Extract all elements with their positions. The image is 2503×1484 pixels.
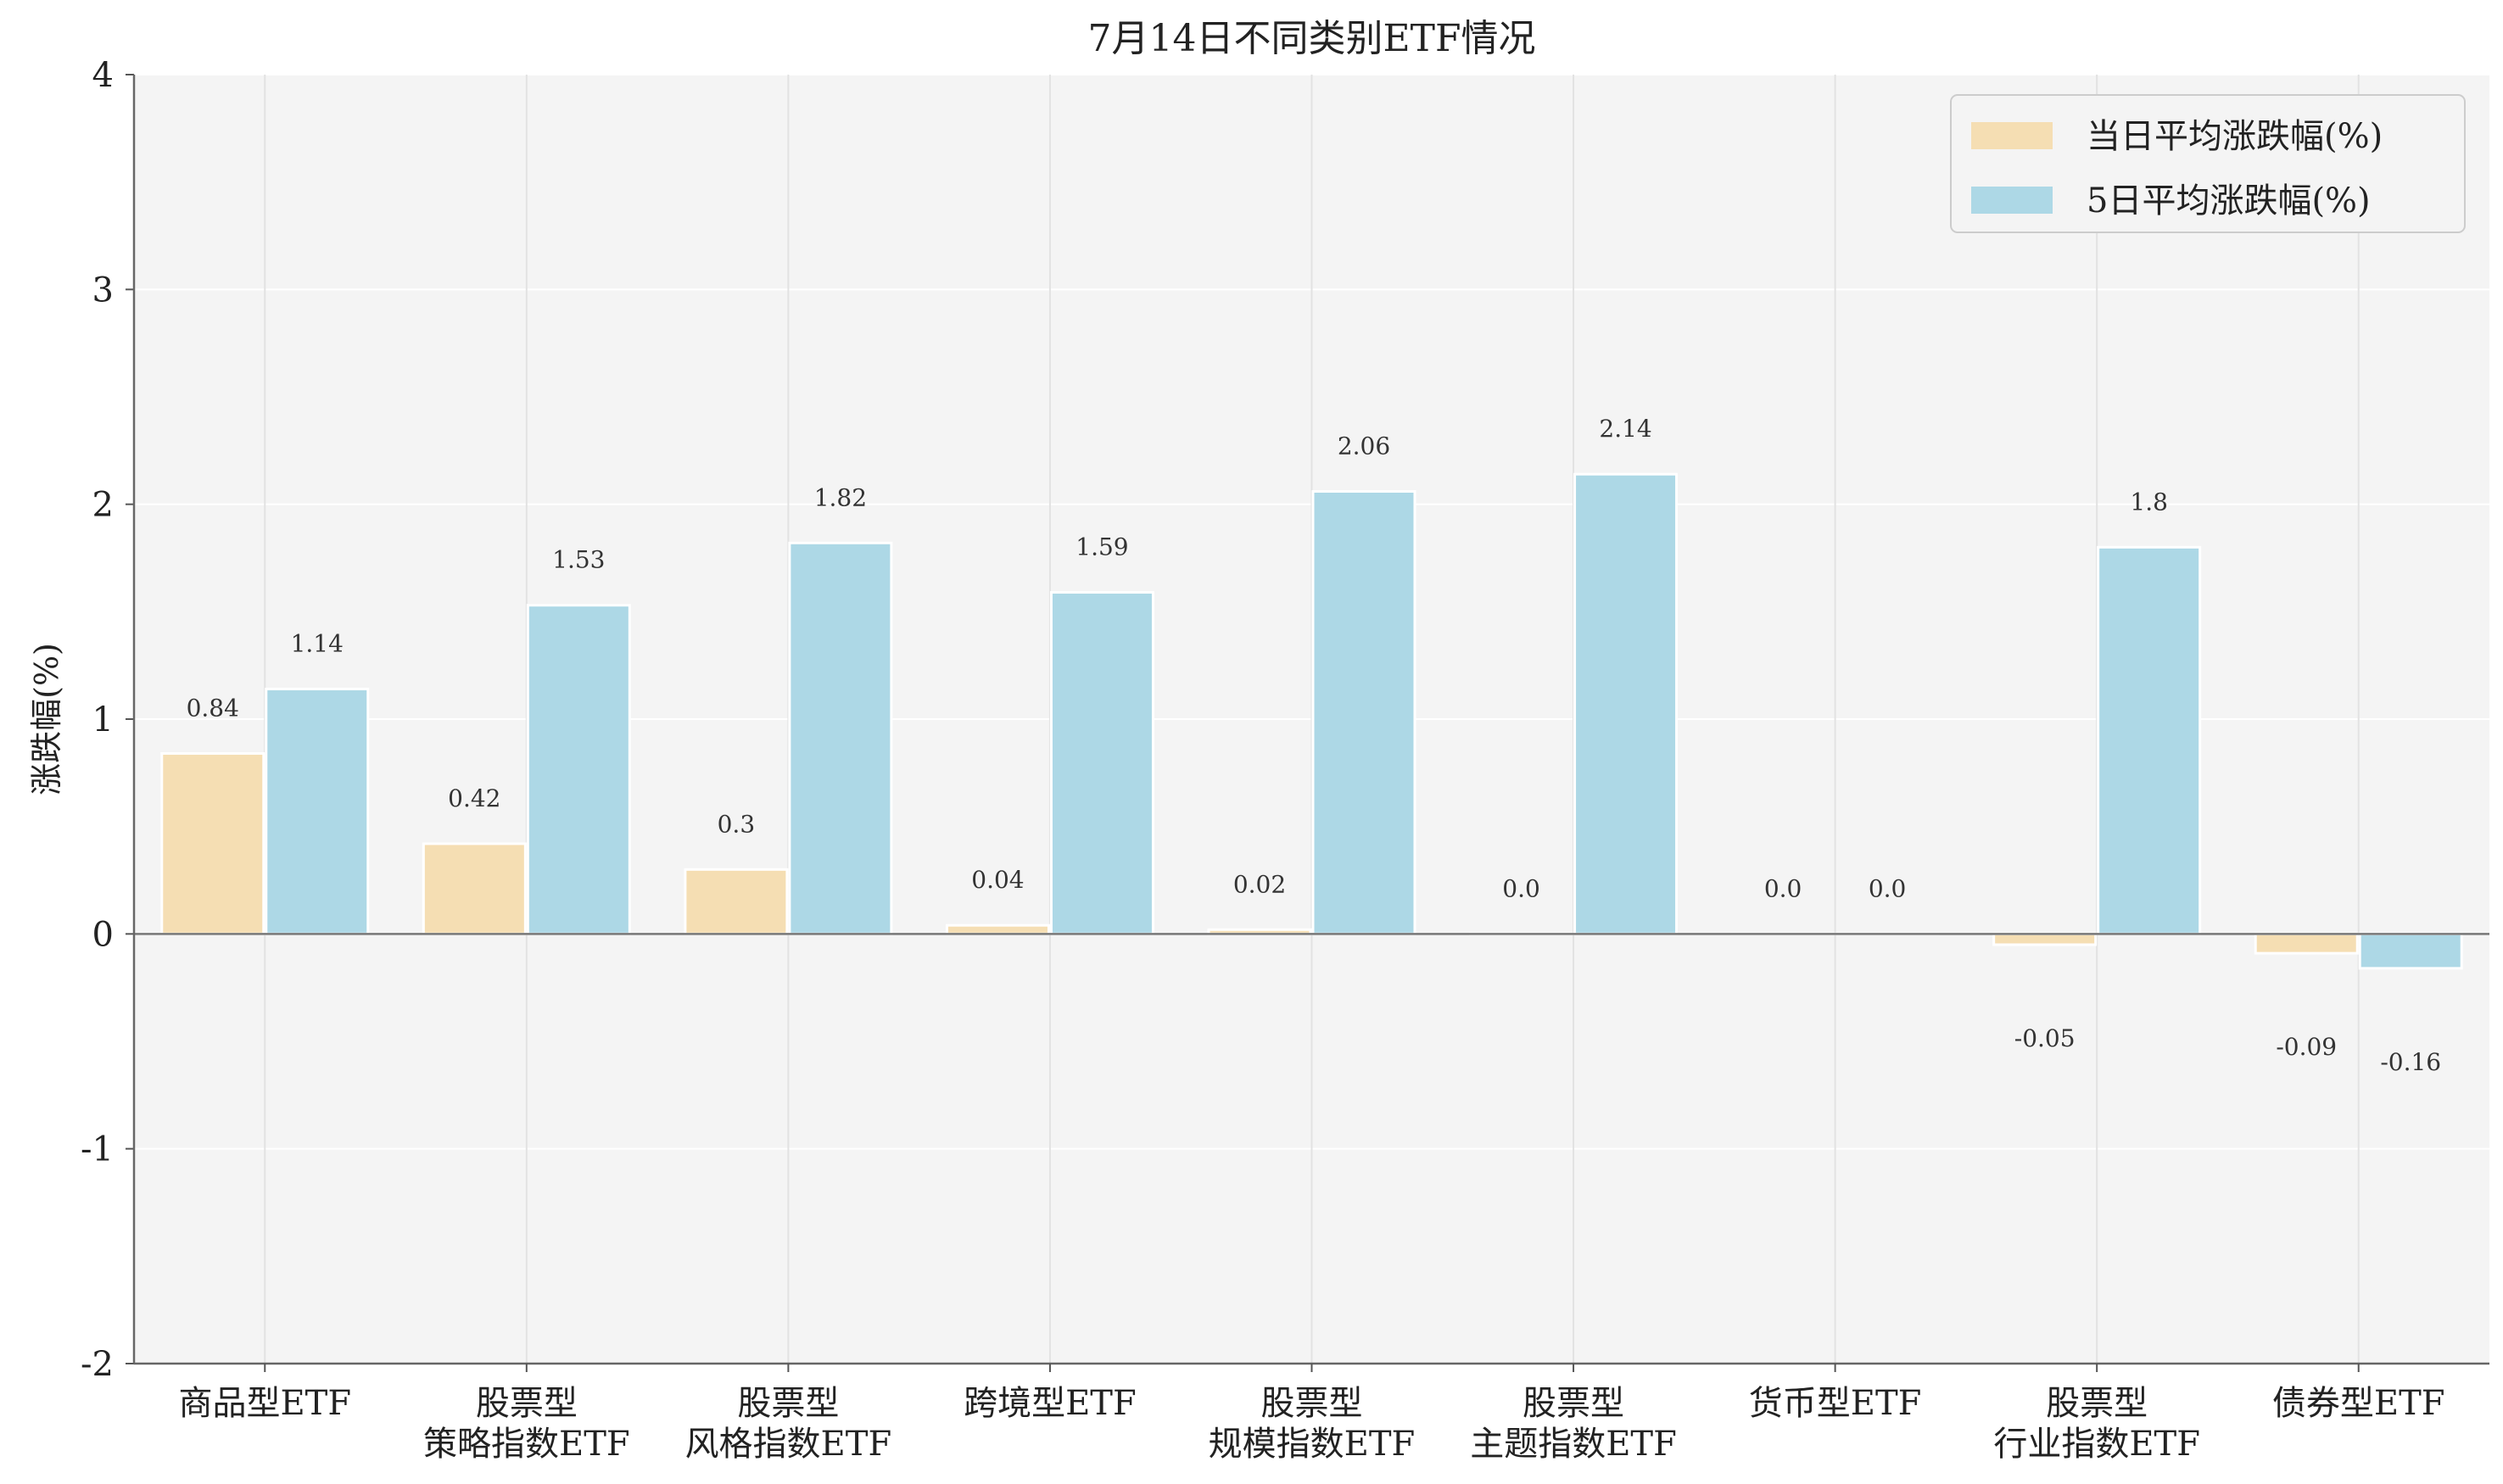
legend-swatch xyxy=(1971,187,2053,214)
x-tick-label: 跨境型ETF xyxy=(964,1384,1137,1423)
data-label: 2.14 xyxy=(1599,415,1651,443)
data-label: 1.59 xyxy=(1076,533,1128,561)
bar-five-day xyxy=(1051,593,1153,934)
bar-daily xyxy=(423,844,525,934)
bar-five-day xyxy=(266,689,368,934)
bar-daily xyxy=(947,925,1048,934)
data-label: 0.0 xyxy=(1764,874,1802,902)
data-label: 0.02 xyxy=(1233,870,1286,898)
legend-swatch xyxy=(1971,122,2053,149)
data-label: -0.09 xyxy=(2276,1033,2337,1061)
data-label: 0.84 xyxy=(187,695,239,722)
data-label: -0.05 xyxy=(2014,1024,2076,1052)
data-label: 0.0 xyxy=(1869,874,1907,902)
y-tick-label: -2 xyxy=(81,1345,114,1384)
x-tick-label: 货币型ETF xyxy=(1749,1384,1922,1423)
x-tick-label: 股票型主题指数ETF xyxy=(1470,1384,1677,1464)
bar-five-day xyxy=(2360,934,2461,968)
bar-daily xyxy=(1994,934,2096,945)
bar-five-day xyxy=(1313,491,1415,934)
bar-five-day xyxy=(2098,547,2200,934)
data-label: 0.04 xyxy=(971,866,1024,894)
data-label: 1.53 xyxy=(552,546,605,574)
y-tick-label: -1 xyxy=(81,1130,114,1169)
data-label: 0.42 xyxy=(448,784,500,812)
bar-daily xyxy=(162,754,264,934)
y-axis-label: 涨跌幅(%) xyxy=(28,643,65,795)
bar-daily xyxy=(2255,934,2357,953)
x-tick-label: 商品型ETF xyxy=(178,1384,351,1423)
data-label: 0.0 xyxy=(1502,874,1540,902)
legend-label: 5日平均涨跌幅(%) xyxy=(2087,181,2371,220)
data-label: 1.14 xyxy=(291,630,344,658)
legend: 当日平均涨跌幅(%) 5日平均涨跌幅(%) xyxy=(1951,95,2465,232)
x-tick-label: 股票型策略指数ETF xyxy=(423,1384,630,1464)
y-tick-label: 0 xyxy=(92,915,114,954)
x-tick-label: 股票型风格指数ETF xyxy=(685,1384,892,1464)
y-tick-label: 4 xyxy=(92,56,114,95)
data-label: 0.3 xyxy=(718,810,756,838)
bar-daily xyxy=(685,869,787,934)
bar-five-day xyxy=(790,543,891,934)
chart-title: 7月14日不同类别ETF情况 xyxy=(1088,17,1536,60)
bar-five-day xyxy=(1575,474,1677,934)
x-tick-label: 股票型行业指数ETF xyxy=(1993,1384,2200,1464)
data-label: -0.16 xyxy=(2380,1048,2441,1076)
y-tick-label: 2 xyxy=(92,486,114,525)
y-tick-label: 3 xyxy=(92,271,114,310)
legend-label: 当日平均涨跌幅(%) xyxy=(2087,117,2383,156)
bar-five-day xyxy=(528,605,629,934)
data-label: 1.8 xyxy=(2130,488,2168,516)
data-label: 2.06 xyxy=(1338,432,1390,460)
y-tick-label: 1 xyxy=(92,700,114,739)
x-tick-label: 债券型ETF xyxy=(2272,1384,2445,1423)
data-label: 1.82 xyxy=(814,483,867,511)
x-tick-label: 股票型规模指数ETF xyxy=(1209,1384,1416,1464)
